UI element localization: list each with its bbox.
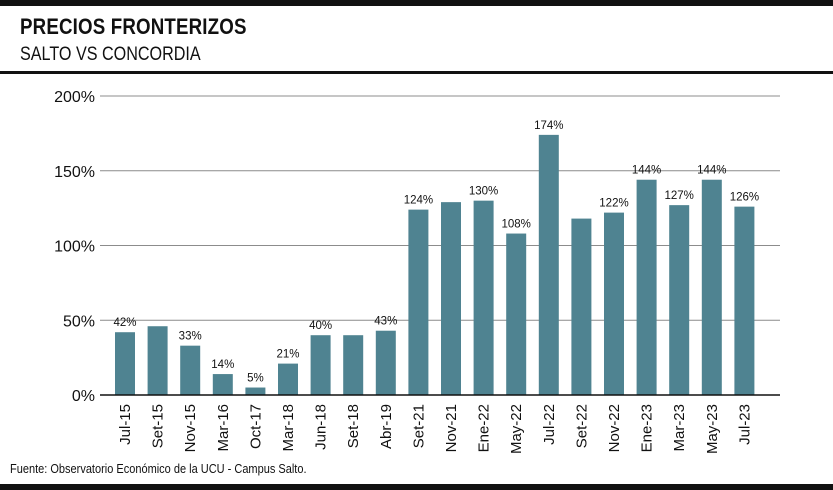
x-tick-label: Jul-15	[117, 404, 134, 445]
bar	[212, 374, 233, 395]
x-tick-label: Ene-23	[639, 404, 656, 452]
chart-title: PRECIOS FRONTERIZOS	[20, 14, 247, 39]
bottom-border	[0, 484, 833, 490]
x-tick-label: Set-22	[573, 404, 590, 448]
top-border	[0, 0, 833, 6]
x-tick-label: Jun-18	[313, 404, 330, 450]
header-divider	[0, 71, 833, 74]
bar	[669, 205, 690, 395]
y-tick-label: 200%	[54, 89, 95, 106]
x-tick-label: Mar-18	[280, 404, 297, 452]
bar	[343, 335, 364, 395]
bar	[604, 212, 624, 395]
x-tick-label: May-23	[704, 404, 721, 454]
data-label: 127%	[664, 190, 693, 202]
y-tick-label: 0%	[72, 388, 95, 405]
x-tick-label: Jul-23	[736, 404, 753, 445]
data-label: 108%	[501, 219, 530, 231]
bar	[310, 335, 331, 395]
bar	[636, 179, 657, 395]
bar	[180, 345, 201, 395]
data-label: 43%	[374, 316, 397, 328]
y-tick-label: 50%	[63, 313, 95, 330]
x-tick-label: Nov-22	[606, 404, 623, 452]
x-tick-label: Abr-19	[378, 404, 395, 449]
bar	[147, 326, 168, 395]
x-tick-label: Mar-23	[671, 404, 688, 452]
x-tick-label: Set-18	[345, 404, 362, 448]
data-label: 40%	[309, 320, 332, 332]
bar	[571, 218, 592, 395]
x-tick-label: May-22	[508, 404, 525, 454]
data-label: 124%	[404, 195, 433, 207]
x-tick-label: Jul-22	[541, 404, 558, 445]
x-tick-label: Nov-15	[182, 404, 199, 452]
y-tick-label: 150%	[54, 164, 95, 181]
chart-subtitle: SALTO VS CONCORDIA	[20, 44, 201, 65]
data-label: 144%	[697, 165, 726, 177]
data-label: 144%	[632, 165, 661, 177]
bar	[734, 206, 755, 395]
data-label: 14%	[211, 359, 234, 371]
x-tick-label: Set-15	[150, 404, 167, 448]
x-tick-label: Oct-17	[247, 404, 264, 449]
data-label: 122%	[599, 198, 628, 210]
data-label: 174%	[534, 120, 563, 132]
bar	[701, 179, 722, 395]
y-tick-label: 100%	[54, 239, 95, 256]
bar	[506, 233, 527, 395]
data-label: 21%	[276, 349, 299, 361]
data-label: 130%	[469, 186, 498, 198]
x-tick-label: Nov-21	[443, 404, 460, 452]
bar	[473, 200, 494, 395]
data-label: 42%	[113, 317, 136, 329]
data-label: 33%	[179, 331, 202, 343]
bar	[408, 209, 429, 395]
data-label: 5%	[247, 373, 264, 385]
data-label: 126%	[730, 192, 759, 204]
bar	[375, 330, 396, 395]
x-tick-label: Set-21	[410, 404, 427, 448]
bar	[245, 387, 266, 395]
x-tick-label: Ene-22	[476, 404, 493, 452]
source-note: Fuente: Observatorio Económico de la UCU…	[10, 462, 307, 476]
bar	[115, 332, 135, 395]
x-tick-label: Mar-16	[215, 404, 232, 452]
bar	[441, 202, 461, 395]
bar	[278, 363, 298, 395]
bar	[538, 134, 559, 395]
